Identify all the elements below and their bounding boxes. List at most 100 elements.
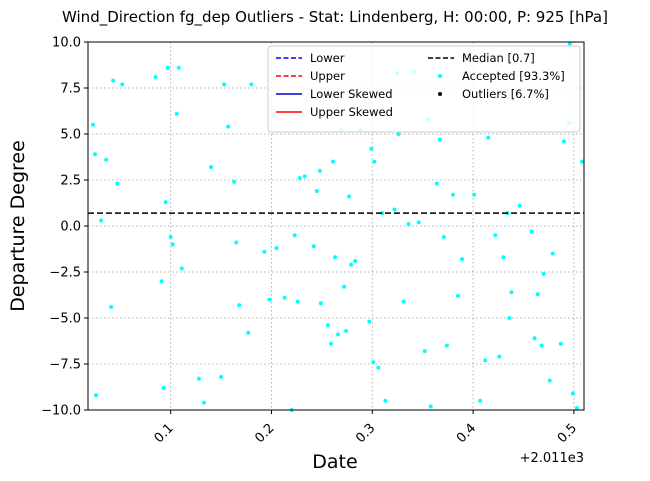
accepted-point xyxy=(530,230,534,234)
accepted-point xyxy=(319,301,323,305)
legend-label-lower_skewed: Lower Skewed xyxy=(310,87,393,101)
accepted-point xyxy=(93,152,97,156)
accepted-point xyxy=(542,272,546,276)
accepted-point xyxy=(397,132,401,136)
accepted-point xyxy=(180,266,184,270)
accepted-point xyxy=(509,290,513,294)
accepted-point xyxy=(580,160,584,164)
accepted-point xyxy=(353,259,357,263)
accepted-point xyxy=(336,333,340,337)
accepted-point xyxy=(349,263,353,267)
accepted-point xyxy=(246,331,250,335)
accepted-point xyxy=(267,298,271,302)
accepted-point xyxy=(517,204,521,208)
accepted-point xyxy=(197,377,201,381)
legend-label-outliers: Outliers [6.7%] xyxy=(462,87,549,101)
y-tick-label: 10.0 xyxy=(52,36,81,51)
accepted-point xyxy=(249,82,253,86)
legend-label-accepted: Accepted [93.3%] xyxy=(462,69,565,83)
accepted-point xyxy=(166,66,170,70)
accepted-point xyxy=(548,379,552,383)
accepted-point xyxy=(402,299,406,303)
accepted-point xyxy=(536,292,540,296)
accepted-point xyxy=(222,82,226,86)
legend-label-upper: Upper xyxy=(310,69,345,83)
accepted-point xyxy=(175,112,179,116)
accepted-point xyxy=(234,241,238,245)
accepted-point xyxy=(326,323,330,327)
accepted-point xyxy=(219,375,223,379)
accepted-point xyxy=(333,255,337,259)
legend-label-upper_skewed: Upper Skewed xyxy=(310,105,393,119)
accepted-point xyxy=(171,242,175,246)
accepted-point xyxy=(417,220,421,224)
accepted-point xyxy=(315,189,319,193)
legend-label-median: Median [0.7] xyxy=(462,51,535,65)
accepted-point xyxy=(99,218,103,222)
y-tick-label: −7.5 xyxy=(49,358,81,373)
y-axis-label: Departure Degree xyxy=(7,140,29,312)
accepted-point xyxy=(91,123,95,127)
accepted-point xyxy=(371,360,375,364)
accepted-point xyxy=(551,252,555,256)
accepted-point xyxy=(486,136,490,140)
accepted-point xyxy=(160,279,164,283)
accepted-point xyxy=(169,235,173,239)
accepted-point xyxy=(344,329,348,333)
accepted-point xyxy=(232,180,236,184)
accepted-point xyxy=(369,147,373,151)
accepted-point xyxy=(372,160,376,164)
accepted-point xyxy=(237,303,241,307)
accepted-point xyxy=(209,165,213,169)
accepted-point xyxy=(456,294,460,298)
accepted-point xyxy=(429,404,433,408)
accepted-point xyxy=(202,401,206,405)
accepted-point xyxy=(442,235,446,239)
accepted-point xyxy=(347,195,351,199)
accepted-point xyxy=(293,233,297,237)
accepted-point xyxy=(164,200,168,204)
accepted-point xyxy=(275,246,279,250)
y-tick-label: 7.5 xyxy=(60,82,81,97)
accepted-point xyxy=(493,233,497,237)
y-tick-label: −10.0 xyxy=(41,404,81,419)
accepted-point xyxy=(120,82,124,86)
accepted-point xyxy=(497,355,501,359)
accepted-point xyxy=(298,176,302,180)
accepted-point xyxy=(318,169,322,173)
accepted-point xyxy=(104,158,108,162)
accepted-point xyxy=(111,79,115,83)
accepted-point xyxy=(115,182,119,186)
accepted-point xyxy=(407,222,411,226)
y-tick-label: 2.5 xyxy=(60,174,81,189)
x-axis-offset-label: +2.011e3 xyxy=(520,451,584,466)
y-tick-label: 0.0 xyxy=(60,220,81,235)
accepted-point xyxy=(460,257,464,261)
accepted-point xyxy=(472,193,476,197)
accepted-point xyxy=(533,336,537,340)
y-tick-label: −2.5 xyxy=(49,266,81,281)
accepted-point xyxy=(483,358,487,362)
legend-label-lower: Lower xyxy=(310,51,345,65)
legend-marker-accepted xyxy=(438,74,442,78)
accepted-point xyxy=(540,344,544,348)
accepted-point xyxy=(507,316,511,320)
accepted-point xyxy=(478,399,482,403)
accepted-point xyxy=(451,193,455,197)
accepted-point xyxy=(559,342,563,346)
x-axis-label: Date xyxy=(312,451,357,473)
accepted-point xyxy=(283,296,287,300)
accepted-point xyxy=(226,125,230,129)
accepted-point xyxy=(438,138,442,142)
accepted-point xyxy=(367,320,371,324)
accepted-point xyxy=(177,66,181,70)
y-tick-label: 5.0 xyxy=(60,128,81,143)
accepted-point xyxy=(571,391,575,395)
accepted-point xyxy=(342,285,346,289)
y-tick-label: −5.0 xyxy=(49,312,81,327)
accepted-point xyxy=(329,342,333,346)
accepted-point xyxy=(435,182,439,186)
accepted-point xyxy=(331,160,335,164)
legend: Lower Median [0.7] Upper Accepted [93.3%] Lo… xyxy=(268,46,580,132)
accepted-point xyxy=(109,305,113,309)
